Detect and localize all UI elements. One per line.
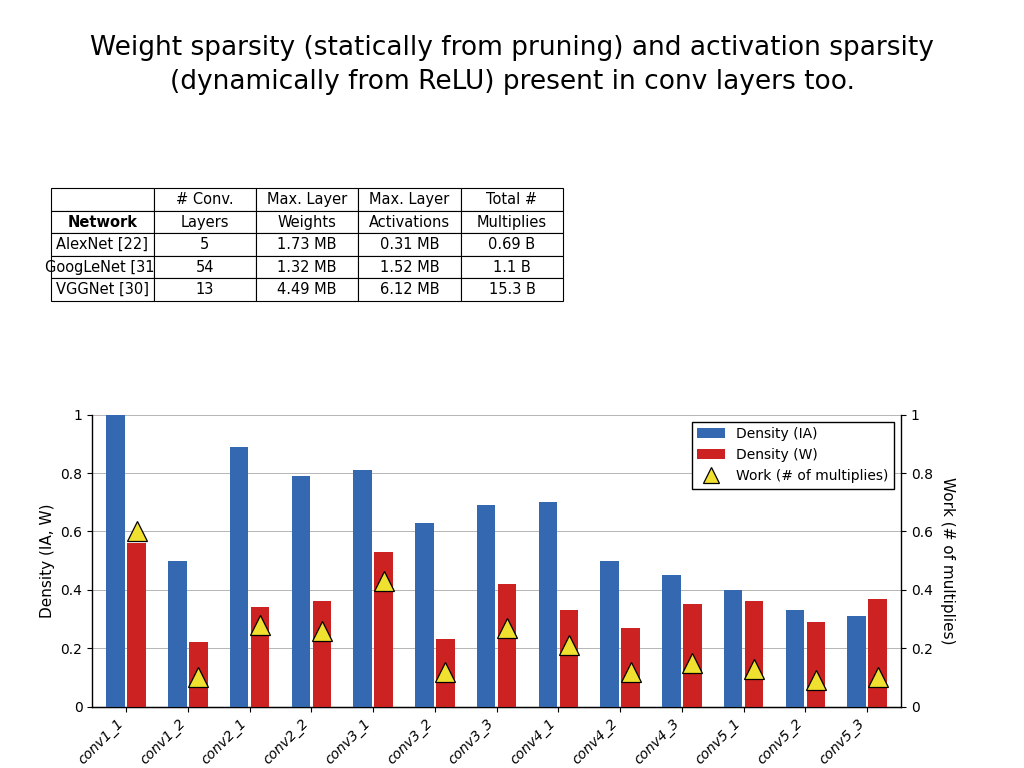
Bar bbox=[498, 584, 516, 707]
Bar bbox=[622, 627, 640, 707]
Bar bbox=[600, 561, 618, 707]
Bar bbox=[807, 622, 825, 707]
Bar bbox=[353, 470, 372, 707]
Bar bbox=[106, 415, 125, 707]
Bar bbox=[560, 611, 579, 707]
Y-axis label: Work (# of multiplies): Work (# of multiplies) bbox=[940, 477, 955, 644]
Bar bbox=[785, 611, 804, 707]
Legend: Density (IA), Density (W), Work (# of multiplies): Density (IA), Density (W), Work (# of mu… bbox=[692, 422, 894, 488]
Y-axis label: Density (IA, W): Density (IA, W) bbox=[40, 503, 55, 618]
Bar bbox=[375, 552, 393, 707]
Bar bbox=[663, 575, 681, 707]
Bar bbox=[683, 604, 701, 707]
Bar bbox=[168, 561, 186, 707]
Bar bbox=[848, 616, 866, 707]
Bar bbox=[312, 601, 331, 707]
Bar bbox=[127, 543, 145, 707]
Text: (dynamically from ReLU) present in conv layers too.: (dynamically from ReLU) present in conv … bbox=[170, 69, 854, 95]
Bar bbox=[744, 601, 764, 707]
Bar bbox=[477, 505, 496, 707]
Bar bbox=[868, 598, 887, 707]
Bar bbox=[724, 590, 742, 707]
Bar bbox=[251, 607, 269, 707]
Bar bbox=[436, 640, 455, 707]
Bar bbox=[415, 523, 433, 707]
Text: Weight sparsity (statically from pruning) and activation sparsity: Weight sparsity (statically from pruning… bbox=[90, 35, 934, 61]
Bar bbox=[189, 642, 208, 707]
Bar bbox=[539, 502, 557, 707]
Bar bbox=[292, 476, 310, 707]
Bar bbox=[229, 447, 249, 707]
